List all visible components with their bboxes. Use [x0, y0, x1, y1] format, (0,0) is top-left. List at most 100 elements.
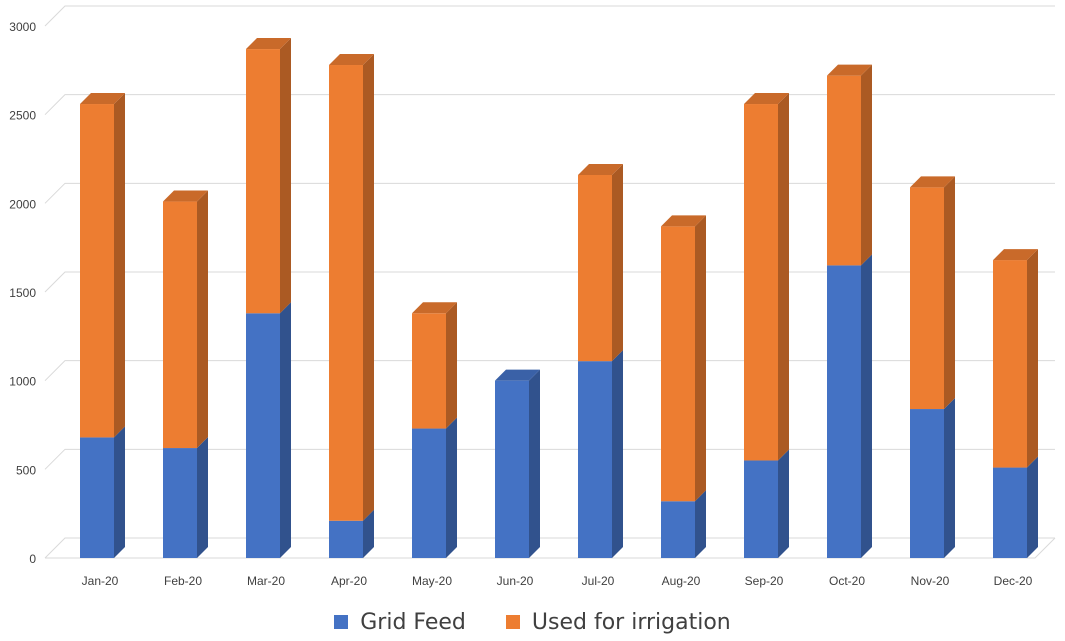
bar-segment-used-for-irrigation	[827, 75, 861, 266]
bar-top	[578, 163, 623, 175]
bar-side-grid-feed	[612, 350, 623, 558]
bar-side-used-for-irrigation	[197, 190, 208, 449]
bar-Aug-20	[661, 215, 706, 558]
gridline	[44, 182, 1055, 204]
gridline	[44, 448, 1055, 470]
bar-segment-grid-feed	[495, 380, 529, 558]
bar-segment-used-for-irrigation	[661, 226, 695, 502]
bar-side-grid-feed	[280, 302, 291, 558]
bar-side-used-for-irrigation	[861, 64, 872, 266]
y-axis-tick-labels: 0 500 1000 1500 2000 2500 3000	[9, 20, 36, 566]
bar-side-grid-feed	[363, 509, 374, 558]
gridlines	[44, 5, 1055, 559]
bar-segment-used-for-irrigation	[329, 65, 363, 521]
legend-item-used-for-irrigation: Used for irrigation	[505, 609, 731, 635]
legend-item-grid-feed: Grid Feed	[334, 610, 466, 635]
gridline	[44, 5, 1055, 27]
legend-swatch-used-for-irrigation	[505, 615, 520, 629]
x-tick-label: Oct-20	[829, 574, 865, 588]
bar-side-grid-feed	[529, 369, 540, 558]
x-tick-label: May-20	[412, 574, 452, 588]
chart: 0 500 1000 1500 2000 2500 3000 Jan-20 Feb-20 Mar…	[9, 5, 1056, 588]
bar-Jul-20	[578, 163, 623, 558]
bar-Jun-20	[495, 369, 540, 558]
bar-segment-grid-feed	[246, 313, 280, 558]
legend-label-used-for-irrigation: Used for irrigation	[531, 609, 731, 635]
bar-segment-grid-feed	[578, 361, 612, 558]
bar-top	[827, 64, 872, 76]
bar-segment-used-for-irrigation	[578, 174, 612, 362]
legend: Grid Feed Used for irrigation	[0, 604, 1065, 640]
bar-segment-used-for-irrigation	[993, 260, 1027, 468]
bar-segment-grid-feed	[993, 467, 1027, 558]
x-tick-label: Jun-20	[497, 574, 534, 588]
x-tick-label: Mar-20	[247, 574, 285, 588]
bar-Dec-20	[993, 249, 1038, 558]
x-tick-label: Nov-20	[911, 574, 950, 588]
bar-segment-grid-feed	[910, 409, 944, 558]
gridline	[44, 271, 1055, 293]
bar-top	[495, 369, 540, 381]
legend-label-grid-feed: Grid Feed	[360, 609, 466, 635]
floor	[45, 537, 1056, 559]
bar-side-used-for-irrigation	[446, 302, 457, 429]
bar-Mar-20	[246, 38, 291, 558]
y-tick-label: 2500	[9, 109, 36, 123]
gridline	[44, 537, 1055, 559]
bar-segment-used-for-irrigation	[910, 187, 944, 410]
bar-side-used-for-irrigation	[778, 93, 789, 461]
bar-segment-used-for-irrigation	[246, 49, 280, 314]
bar-side-grid-feed	[861, 254, 872, 558]
bar-side-grid-feed	[197, 437, 208, 558]
bar-side-used-for-irrigation	[695, 215, 706, 502]
bar-top	[744, 93, 789, 105]
bar-top	[412, 302, 457, 314]
bar-Oct-20	[827, 64, 872, 558]
bar-top	[910, 176, 955, 188]
bar-side-grid-feed	[778, 449, 789, 558]
x-tick-label: Apr-20	[331, 574, 367, 588]
bar-Feb-20	[163, 190, 208, 558]
bar-top	[329, 54, 374, 66]
x-tick-label: Dec-20	[994, 574, 1033, 588]
legend-swatch-grid-feed	[334, 615, 349, 629]
bar-segment-grid-feed	[80, 437, 114, 558]
x-tick-label: Jul-20	[582, 574, 615, 588]
bar-Jan-20	[80, 93, 125, 558]
x-tick-label: Jan-20	[82, 574, 119, 588]
bar-segment-grid-feed	[329, 520, 363, 558]
y-tick-label: 500	[16, 463, 36, 477]
bar-side-grid-feed	[695, 490, 706, 558]
bar-side-grid-feed	[944, 398, 955, 558]
bar-side-used-for-irrigation	[944, 176, 955, 410]
x-tick-label: Sep-20	[745, 574, 784, 588]
bar-segment-grid-feed	[661, 501, 695, 558]
bar-segment-used-for-irrigation	[412, 313, 446, 429]
bar-side-used-for-irrigation	[114, 93, 125, 438]
bar-segment-used-for-irrigation	[744, 104, 778, 461]
y-tick-label: 0	[29, 552, 36, 566]
x-axis-tick-labels: Jan-20 Feb-20 Mar-20 Apr-20 May-20 Jun-20 Jul-…	[82, 574, 1033, 588]
bars	[80, 38, 1038, 558]
x-tick-label: Aug-20	[662, 574, 701, 588]
bar-segment-grid-feed	[744, 460, 778, 558]
bar-top	[993, 249, 1038, 261]
y-tick-label: 1500	[9, 286, 36, 300]
floor-edge	[45, 537, 1056, 559]
bar-segment-used-for-irrigation	[80, 104, 114, 438]
bar-top	[80, 93, 125, 105]
bar-top	[661, 215, 706, 227]
x-tick-label: Feb-20	[164, 574, 202, 588]
bar-side-used-for-irrigation	[612, 163, 623, 362]
gridline	[44, 360, 1055, 382]
bar-segment-used-for-irrigation	[163, 201, 197, 449]
bar-Apr-20	[329, 54, 374, 558]
bar-side-grid-feed	[1027, 456, 1038, 558]
bar-Nov-20	[910, 176, 955, 558]
bar-top	[163, 190, 208, 202]
gridline	[44, 94, 1055, 116]
bar-side-used-for-irrigation	[363, 54, 374, 521]
bar-Sep-20	[744, 93, 789, 558]
bar-side-grid-feed	[114, 426, 125, 558]
bar-side-grid-feed	[446, 417, 457, 558]
